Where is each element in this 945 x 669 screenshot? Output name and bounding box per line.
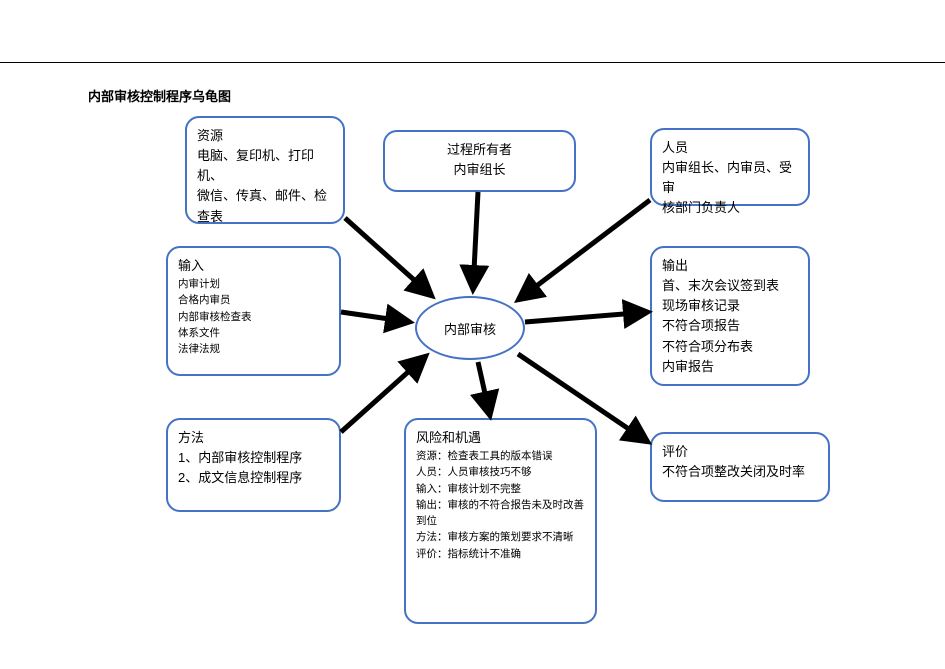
node-risk-opportunity: 风险和机遇资源：检查表工具的版本错误人员：人员审核技巧不够输入：审核计划不完整输… xyxy=(404,418,597,624)
arrow xyxy=(518,200,650,300)
node-people: 人员内审组长、内审员、受审核部门负责人 xyxy=(650,128,810,206)
node-line: 内审计划 xyxy=(178,276,329,292)
node-title: 输出 xyxy=(662,256,798,276)
node-line: 资源：检查表工具的版本错误 xyxy=(416,448,585,464)
node-line: 不符合项报告 xyxy=(662,316,798,336)
node-line: 内审报告 xyxy=(662,357,798,377)
node-resources: 资源电脑、复印机、打印机、微信、传真、邮件、检查表 xyxy=(185,116,345,224)
node-line: 1、内部审核控制程序 xyxy=(178,448,329,468)
node-line: 核部门负责人 xyxy=(662,198,798,218)
diagram-title: 内部审核控制程序乌龟图 xyxy=(88,86,231,105)
node-line: 输出：审核的不符合报告未及时改善 xyxy=(416,497,585,513)
node-line: 内审组长 xyxy=(395,160,564,180)
node-line: 人员：人员审核技巧不够 xyxy=(416,464,585,480)
node-title: 过程所有者 xyxy=(395,140,564,160)
node-line: 评价：指标统计不准确 xyxy=(416,546,585,562)
arrow xyxy=(341,312,410,322)
node-line: 体系文件 xyxy=(178,325,329,341)
arrow xyxy=(473,192,478,290)
top-rule xyxy=(0,62,945,63)
node-line: 到位 xyxy=(416,513,585,529)
node-evaluation: 评价不符合项整改关闭及时率 xyxy=(650,432,830,502)
node-process-owner: 过程所有者内审组长 xyxy=(383,130,576,192)
center-node: 内部审核 xyxy=(415,296,525,360)
diagram-canvas: 内部审核控制程序乌龟图 内部审核 资源电脑、复印机、打印机、微信、传真、邮件、检… xyxy=(0,0,945,669)
node-line: 法律法规 xyxy=(178,341,329,357)
node-title: 方法 xyxy=(178,428,329,448)
node-method: 方法1、内部审核控制程序2、成文信息控制程序 xyxy=(166,418,341,512)
node-line: 合格内审员 xyxy=(178,292,329,308)
node-line: 内部审核检查表 xyxy=(178,309,329,325)
node-title: 资源 xyxy=(197,126,333,146)
arrow xyxy=(478,362,490,416)
node-title: 输入 xyxy=(178,256,329,276)
node-line: 2、成文信息控制程序 xyxy=(178,468,329,488)
node-output: 输出首、末次会议签到表现场审核记录不符合项报告不符合项分布表内审报告 xyxy=(650,246,810,386)
node-line: 微信、传真、邮件、检 xyxy=(197,186,333,206)
node-line: 电脑、复印机、打印机、 xyxy=(197,146,333,186)
arrow xyxy=(345,218,432,296)
center-label: 内部审核 xyxy=(444,319,496,338)
node-title: 人员 xyxy=(662,138,798,158)
node-input: 输入内审计划合格内审员内部审核检查表体系文件法律法规 xyxy=(166,246,341,376)
node-line: 现场审核记录 xyxy=(662,296,798,316)
node-line: 不符合项整改关闭及时率 xyxy=(662,462,818,482)
node-line: 不符合项分布表 xyxy=(662,337,798,357)
node-line: 方法：审核方案的策划要求不清晰 xyxy=(416,529,585,545)
node-line: 内审组长、内审员、受审 xyxy=(662,158,798,198)
node-line: 首、末次会议签到表 xyxy=(662,276,798,296)
node-title: 风险和机遇 xyxy=(416,428,585,448)
node-title: 评价 xyxy=(662,442,818,462)
node-line: 输入：审核计划不完整 xyxy=(416,481,585,497)
arrow xyxy=(525,312,648,322)
node-line: 查表 xyxy=(197,207,333,227)
